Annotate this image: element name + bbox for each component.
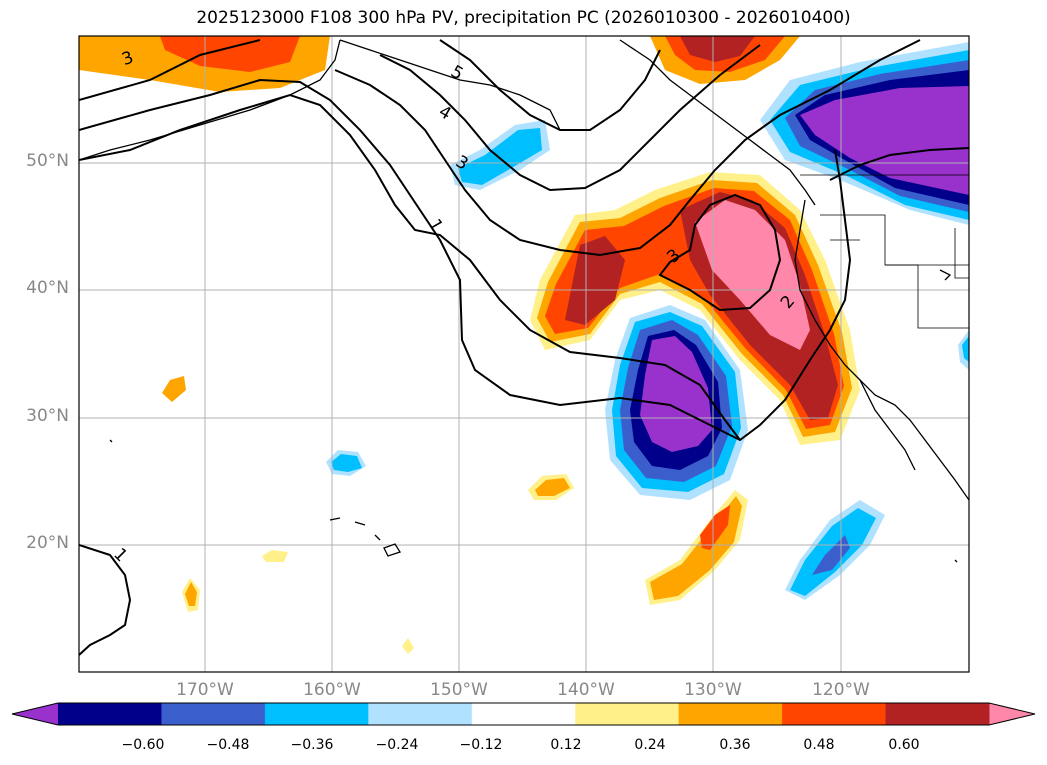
colorbar-box	[161, 703, 266, 725]
positive-anomaly-west-coast	[530, 172, 860, 445]
colorbar-outline	[11, 702, 1036, 726]
negative-anomaly-central	[605, 305, 748, 500]
lon-tick-label: 120°W	[812, 680, 870, 700]
colorbar-box	[368, 703, 473, 725]
colorbar-label: 0.48	[803, 737, 835, 753]
colorbar-box	[264, 703, 369, 725]
positive-anomaly-south	[645, 490, 748, 605]
colorbar-label: −0.60	[121, 737, 165, 753]
colorbar-label: −0.12	[459, 737, 503, 753]
negative-anomaly-gulf	[450, 120, 550, 190]
lon-tick-label: 150°W	[430, 680, 488, 700]
map-frame	[78, 35, 970, 673]
colorbar-box	[58, 703, 162, 725]
colorbar-label: −0.36	[290, 737, 334, 753]
lat-tick-label: 50°N	[26, 151, 69, 171]
borders	[800, 174, 969, 329]
colorbar-box	[471, 703, 576, 725]
scattered-anomalies	[162, 330, 969, 654]
lon-tick-label: 160°W	[303, 680, 361, 700]
colorbar-label: −0.48	[206, 737, 250, 753]
positive-anomaly-north	[650, 36, 800, 84]
colorbar-label: 0.60	[888, 737, 920, 753]
colorbar-box	[678, 703, 783, 725]
colorbar-label: 0.12	[550, 737, 582, 753]
colorbar-label: 0.24	[634, 737, 666, 753]
lat-tick-label: 30°N	[26, 406, 69, 426]
colorbar-label: −0.24	[375, 737, 419, 753]
lat-tick-label: 40°N	[26, 278, 69, 298]
lon-tick-label: 140°W	[557, 680, 615, 700]
colorbar-box	[575, 703, 680, 725]
colorbar-extend-min	[12, 703, 58, 725]
colorbar-box	[782, 703, 887, 725]
colorbar	[11, 702, 1036, 726]
colorbar-label: 0.36	[719, 737, 751, 753]
negative-anomaly-northeast	[760, 42, 969, 225]
map-title: 2025123000 F108 300 hPa PV, precipitatio…	[196, 8, 851, 28]
graticule	[79, 36, 969, 672]
precipitation-fill	[79, 36, 969, 654]
colorbar-box	[885, 703, 990, 725]
pv-contours	[79, 39, 969, 656]
lat-tick-label: 20°N	[26, 533, 69, 553]
coastlines	[79, 39, 969, 563]
lon-tick-label: 170°W	[176, 680, 234, 700]
lon-tick-label: 130°W	[684, 680, 742, 700]
colorbar-extend-max	[989, 703, 1035, 725]
